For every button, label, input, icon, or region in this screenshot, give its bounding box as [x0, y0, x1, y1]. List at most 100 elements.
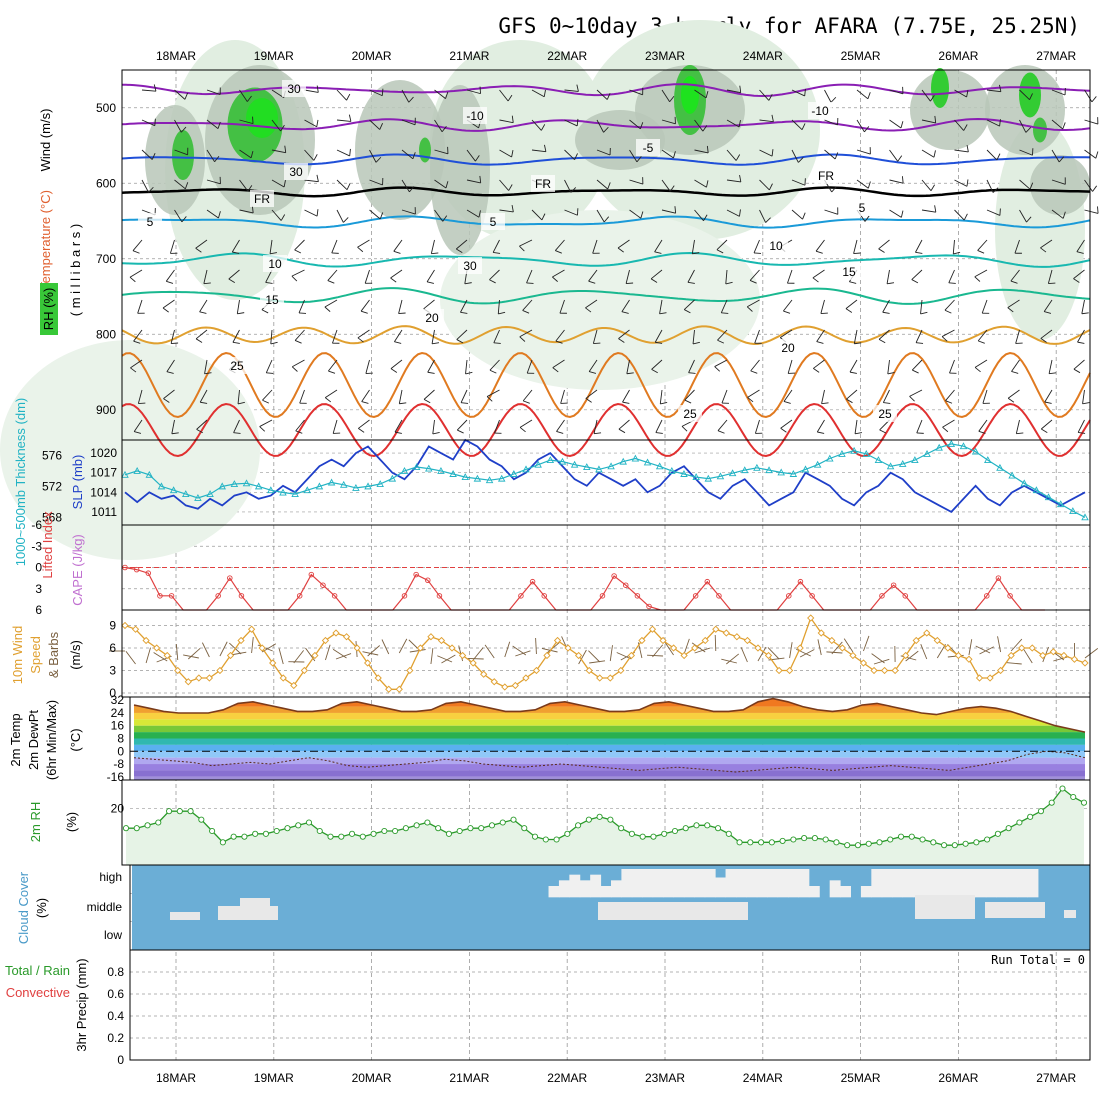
- upper-wind-barb-flag: [735, 154, 741, 161]
- upper-wind-barb: [916, 419, 923, 434]
- wind10-speed-marker: [680, 651, 688, 660]
- cloud-high-bar: [944, 869, 956, 898]
- rh2m-marker: [628, 830, 635, 837]
- thickness-marker: [121, 470, 129, 478]
- upper-wind-barb-flag: [511, 150, 514, 158]
- contour-label-6: FR: [818, 169, 834, 183]
- wind10-speed-marker: [807, 614, 815, 622]
- upper-wind-barb-flag: [294, 249, 302, 254]
- contour-label-bg-0: [463, 107, 487, 124]
- date-label-bottom-3: 21MAR: [449, 1071, 489, 1085]
- upper-wind-barb: [369, 89, 383, 97]
- upper-wind-barb: [269, 239, 273, 254]
- wind10-speed-marker: [838, 644, 846, 652]
- wind10-barb: [588, 650, 601, 663]
- upper-wind-barb-flag: [651, 368, 658, 374]
- upper-wind-barb: [954, 179, 968, 187]
- upper-wind-barb: [398, 389, 403, 404]
- upper-wind-barb-flag: [618, 428, 626, 434]
- contour-label-19: 30: [287, 82, 301, 96]
- lifted-index-marker: [541, 593, 547, 599]
- upper-wind-barb-flag: [379, 122, 384, 130]
- rh2m-marker: [790, 836, 797, 843]
- upper-wind-barb-flag: [655, 432, 663, 434]
- upper-wind-barb-flag: [358, 428, 365, 433]
- upper-wind-barb: [332, 419, 338, 434]
- wind10-speed-marker: [701, 636, 709, 645]
- temp-band: [134, 776, 1085, 780]
- upper-wind-barb: [749, 269, 760, 281]
- rh-shade-gray-2: [355, 80, 445, 220]
- upper-wind-barb: [1044, 389, 1053, 403]
- wind10-speed-marker: [226, 651, 235, 660]
- thickness-marker: [668, 466, 676, 474]
- upper-wind-barb-flag: [498, 311, 506, 315]
- upper-wind-barb: [986, 149, 998, 161]
- upper-wind-barb-flag: [442, 215, 448, 222]
- wind10-speed-marker: [553, 636, 562, 645]
- wind10-speed-marker: [775, 666, 783, 675]
- upper-wind-barb: [1084, 119, 1099, 125]
- temp-band: [134, 712, 1085, 720]
- upper-wind-barb-flag: [1062, 122, 1066, 130]
- upper-wind-barb: [596, 149, 611, 156]
- upper-wind-barb: [889, 149, 899, 162]
- upper-wind-barb-flag: [669, 95, 675, 103]
- upper-wind-barb: [336, 209, 344, 223]
- upper-wind-barb: [163, 389, 175, 399]
- upper-wind-barb-flag: [298, 312, 307, 314]
- upper-wind-barb: [174, 89, 186, 100]
- upper-wind-barb: [526, 269, 533, 284]
- rh2m-marker: [618, 825, 625, 832]
- upper-wind-barb: [556, 419, 565, 432]
- lifted-index-marker: [984, 593, 990, 599]
- wind10-barb: [278, 648, 284, 665]
- upper-wind-barb-flag: [999, 119, 1001, 127]
- upper-wind-barb: [401, 149, 414, 160]
- upper-wind-barb-flag: [853, 252, 861, 255]
- wind10-speed-marker: [1060, 651, 1068, 660]
- upper-wind-barb-flag: [543, 89, 546, 97]
- wind10-speed-marker: [722, 629, 730, 637]
- upper-wind-barb: [856, 179, 869, 189]
- thickness-marker: [728, 469, 737, 477]
- upper-wind-barb: [853, 329, 858, 344]
- rh-shade-gray-6: [910, 70, 990, 150]
- cloud-high-bar: [746, 869, 758, 898]
- upper-wind-barb-flag: [942, 426, 949, 433]
- cloud-level-label-high: high: [99, 870, 122, 884]
- upper-wind-barb-flag: [162, 307, 169, 313]
- rh-shade-green-5: [931, 68, 949, 108]
- upper-wind-barb: [791, 89, 805, 97]
- upper-wind-barb: [554, 239, 565, 251]
- wind10-barb: [332, 648, 347, 659]
- upper-wind-barb-flag: [507, 94, 513, 102]
- upper-wind-barb-flag: [626, 282, 634, 285]
- wind10-speed-marker: [279, 674, 287, 682]
- upper-wind-barb: [239, 89, 248, 102]
- cape-ylabel: CAPE (J/kg): [70, 534, 85, 606]
- upper-wind-barb: [271, 119, 281, 132]
- upper-wind-barb: [791, 119, 803, 131]
- wind10-barb: [183, 654, 199, 659]
- wind-ylabel-line1: 10m Wind: [10, 626, 25, 685]
- rh2m-marker: [445, 830, 452, 837]
- thickness-marker: [315, 482, 324, 490]
- wind10-speed-marker: [247, 625, 256, 633]
- contour-label-10: 10: [268, 257, 282, 271]
- cloud-high-bar: [975, 869, 987, 898]
- data-layer: [0, 20, 1099, 950]
- wind-ylabel-line3: & Barbs: [46, 631, 61, 678]
- upper-wind-barb: [921, 89, 931, 102]
- upper-wind-barb: [236, 299, 240, 314]
- upper-wind-barb: [271, 209, 282, 221]
- upper-wind-barb-flag: [250, 150, 254, 158]
- contour-label-15: 20: [781, 341, 795, 355]
- upper-wind-barb: [466, 179, 481, 184]
- upper-wind-barb-flag: [526, 282, 534, 284]
- upper-wind-barb-flag: [1011, 371, 1019, 374]
- upper-wind-barb-flag: [963, 213, 968, 221]
- temp-ylabel-units: (°C): [68, 728, 83, 751]
- contour-label-18: 25: [878, 407, 892, 421]
- thickness-marker: [813, 460, 822, 468]
